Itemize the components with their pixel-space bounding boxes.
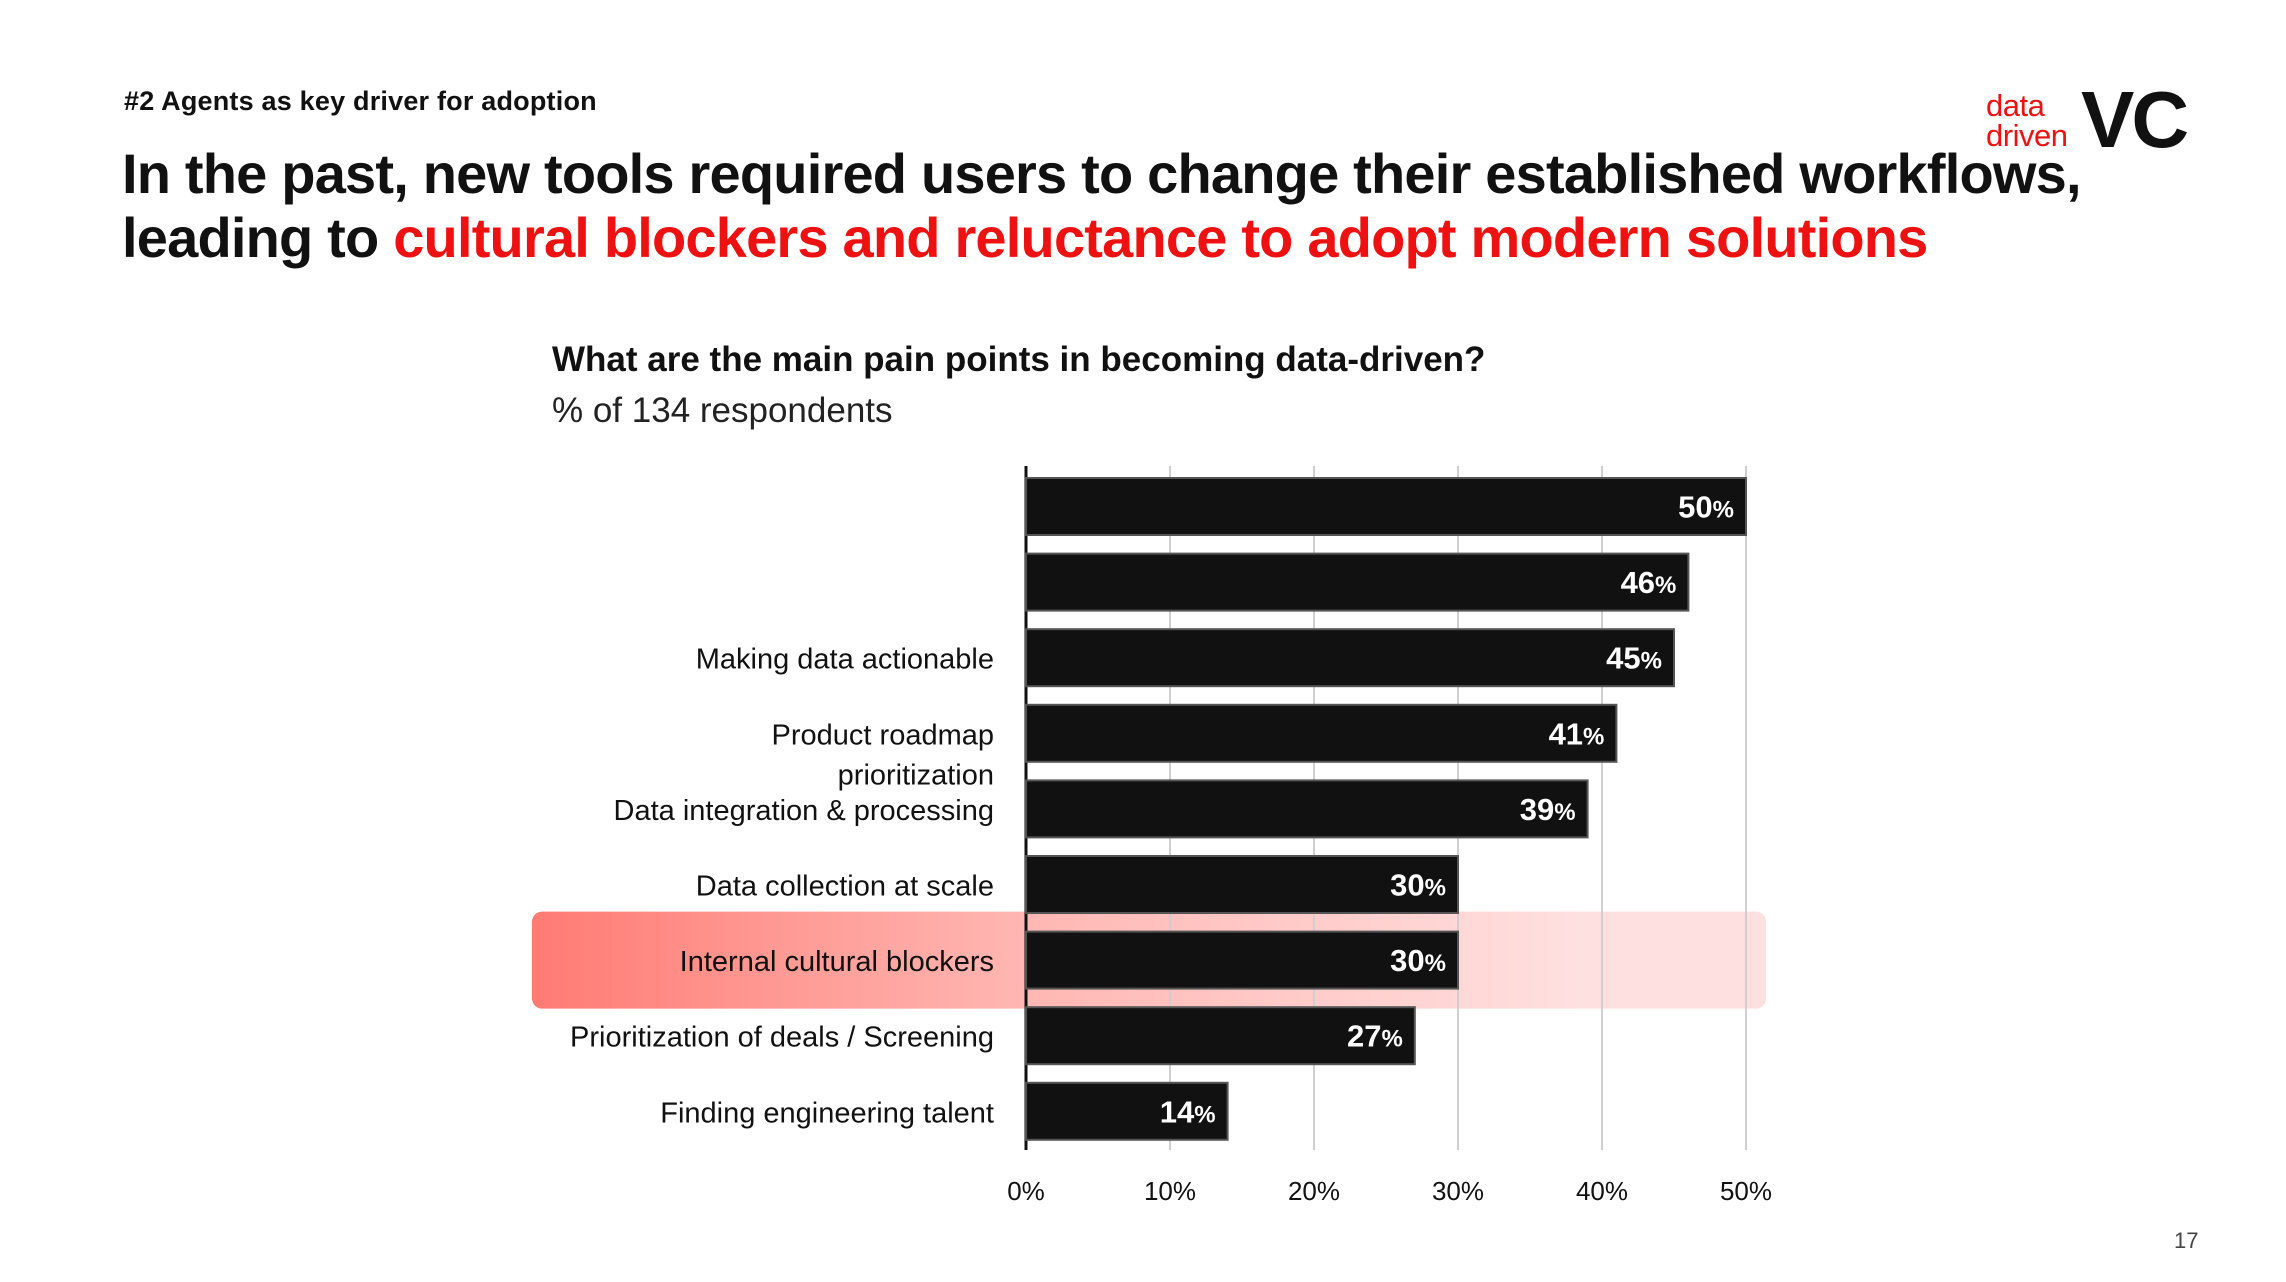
x-tick-label: 50% (1720, 1176, 1772, 1206)
headline-line-1: In the past, new tools required users to… (122, 142, 2082, 205)
bar (1025, 855, 1459, 914)
data-label: 46% (1621, 565, 1677, 600)
data-label: 27% (1347, 1019, 1403, 1054)
headline-line-2-plain: leading to (122, 206, 394, 269)
bar (1025, 779, 1589, 839)
category-label: Data collection at scale (696, 871, 994, 903)
bar (1025, 930, 1459, 990)
bar (1025, 477, 1747, 536)
page-number: 17 (2174, 1228, 2199, 1253)
data-label: 14% (1160, 1094, 1216, 1129)
x-tick-label: 20% (1288, 1176, 1340, 1206)
data-label: 30% (1390, 868, 1446, 903)
bar (1025, 1006, 1416, 1066)
data-label: 41% (1549, 716, 1605, 751)
headline-line-2: leading to cultural blockers and relucta… (122, 206, 2122, 270)
data-label: 39% (1520, 792, 1576, 827)
category-label: Product roadmap prioritization (772, 719, 994, 791)
x-tick-label: 40% (1576, 1176, 1628, 1206)
x-tick-label: 30% (1432, 1176, 1484, 1206)
bar (1025, 552, 1690, 612)
data-label: 30% (1390, 943, 1446, 978)
bar (1025, 628, 1675, 688)
kicker: #2 Agents as key driver for adoption (124, 86, 597, 116)
logo-word-data: data (1986, 88, 2045, 123)
bar (1025, 1081, 1229, 1141)
headline-line-2-accent: cultural blockers and reluctance to adop… (393, 206, 1928, 269)
logo-word-vc: VC (2081, 75, 2189, 164)
logo-word-driven: driven (1986, 118, 2068, 153)
bar (1025, 703, 1618, 763)
category-label: Prioritization of deals / Screening (570, 1022, 994, 1054)
chart-title: What are the main pain points in becomin… (552, 340, 1486, 379)
category-label: Internal cultural blockers (680, 946, 994, 978)
data-label: 45% (1606, 641, 1662, 676)
category-label: Finding engineering talent (660, 1097, 994, 1129)
category-label: Making data actionable (696, 644, 994, 676)
x-tick-label: 10% (1144, 1176, 1196, 1206)
brand-logo: data driven VC (1986, 80, 2189, 160)
data-label: 50% (1678, 490, 1734, 525)
chart-subtitle: % of 134 respondents (552, 391, 893, 430)
x-tick-label: 0% (1007, 1176, 1045, 1206)
headline: In the past, new tools required users to… (122, 142, 2122, 270)
category-label: Data integration & processing (614, 795, 994, 827)
